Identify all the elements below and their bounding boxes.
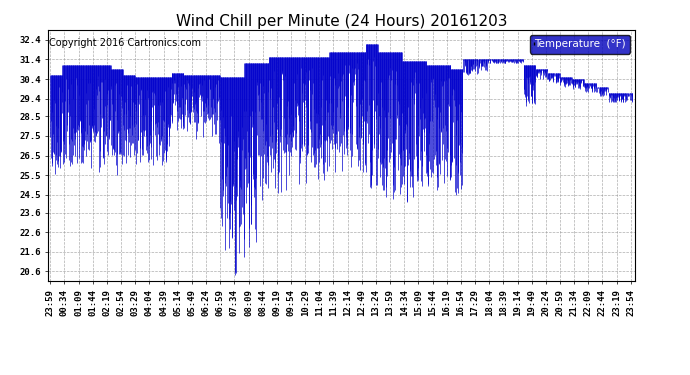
Title: Wind Chill per Minute (24 Hours) 20161203: Wind Chill per Minute (24 Hours) 2016120… xyxy=(176,14,507,29)
Legend: Temperature  (°F): Temperature (°F) xyxy=(530,35,629,54)
Text: Copyright 2016 Cartronics.com: Copyright 2016 Cartronics.com xyxy=(50,38,201,48)
